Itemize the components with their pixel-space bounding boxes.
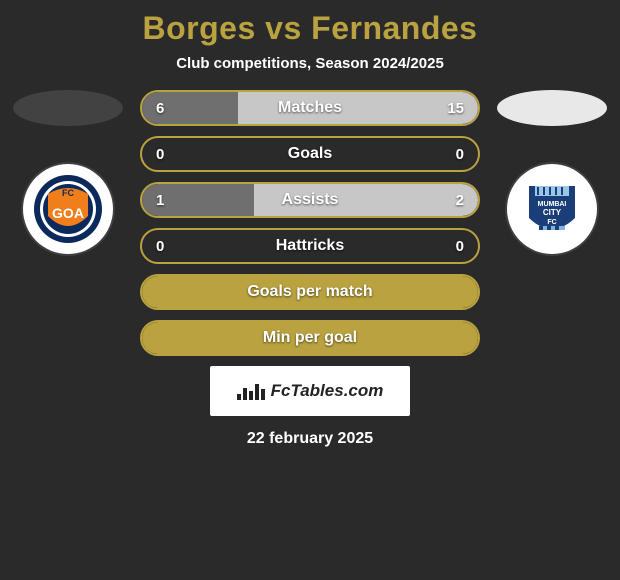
stat-value-right: 0: [456, 146, 464, 163]
stat-label: Matches: [142, 99, 478, 117]
stats-column: 615Matches00Goals12Assists00HattricksGoa…: [140, 90, 480, 356]
attribution-text: FcTables.com: [271, 381, 384, 401]
right-player-col: MUMBAI CITY FC: [492, 90, 612, 254]
stat-value-right: 15: [447, 100, 464, 117]
stat-bar-goals-per-match: Goals per match: [140, 274, 480, 310]
stat-bar-matches: 6 15Matches: [140, 90, 480, 126]
page-title: Borges vs Fernandes: [143, 10, 478, 47]
stat-bar-goals: 0 0Goals: [140, 136, 480, 172]
bar-chart-icon: [237, 382, 265, 400]
svg-text:MUMBAI: MUMBAI: [538, 201, 567, 208]
date-label: 22 february 2025: [247, 430, 373, 448]
stat-label: Assists: [142, 191, 478, 209]
comparison-card: Borges vs Fernandes Club competitions, S…: [0, 0, 620, 448]
player-silhouette-left: [13, 90, 123, 126]
main-row: FC GOA 615Matches00Goals12Assists00Hattr…: [0, 90, 620, 356]
svg-text:FC: FC: [62, 188, 74, 198]
player-silhouette-right: [497, 90, 607, 126]
stat-label: Goals: [142, 145, 478, 163]
left-player-col: FC GOA: [8, 90, 128, 254]
stat-label: Min per goal: [142, 329, 478, 347]
team-crest-right: MUMBAI CITY FC: [507, 164, 597, 254]
stat-bar-assists: 1 2Assists: [140, 182, 480, 218]
stat-value-left: 1: [156, 192, 164, 209]
fc-goa-badge-icon: FC GOA: [33, 174, 103, 244]
stat-label: Hattricks: [142, 237, 478, 255]
stat-value-right: 2: [456, 192, 464, 209]
mumbai-city-badge-icon: MUMBAI CITY FC: [517, 174, 587, 244]
team-crest-left: FC GOA: [23, 164, 113, 254]
subtitle: Club competitions, Season 2024/2025: [176, 55, 444, 72]
stat-bar-hattricks: 0 0Hattricks: [140, 228, 480, 264]
stat-value-right: 0: [456, 238, 464, 255]
svg-text:CITY: CITY: [543, 208, 562, 217]
svg-text:FC: FC: [547, 219, 556, 226]
stat-value-left: 0: [156, 146, 164, 163]
stat-bar-min-per-goal: Min per goal: [140, 320, 480, 356]
attribution-badge: FcTables.com: [210, 366, 410, 416]
stat-label: Goals per match: [142, 283, 478, 301]
svg-text:GOA: GOA: [52, 205, 84, 221]
stat-value-left: 0: [156, 238, 164, 255]
stat-value-left: 6: [156, 100, 164, 117]
